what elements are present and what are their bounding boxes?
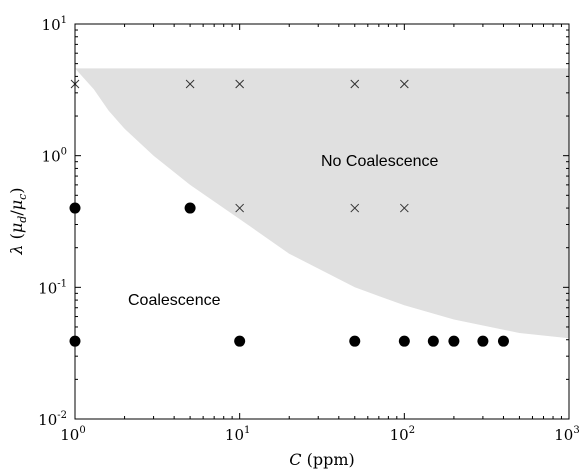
plot-frame bbox=[74, 23, 570, 420]
filled-circle-marker bbox=[349, 335, 361, 347]
no-coalescence-region bbox=[75, 68, 569, 339]
x-tick-label: 101 bbox=[225, 425, 250, 444]
y-tick-label: 101 bbox=[42, 15, 67, 34]
x-axis-label: C (ppm) bbox=[289, 450, 354, 469]
filled-circle-marker bbox=[427, 335, 439, 347]
filled-circle-marker bbox=[398, 335, 410, 347]
filled-circle-marker bbox=[234, 335, 246, 347]
region-label-no-coalescence: No Coalescence bbox=[321, 153, 439, 170]
y-tick-label: 100 bbox=[42, 147, 67, 166]
filled-circle-marker bbox=[448, 335, 460, 347]
x-marker bbox=[235, 79, 245, 89]
x-marker bbox=[350, 79, 360, 89]
y-axis-label: λ (μd/μc) bbox=[7, 187, 29, 255]
filled-circle-marker bbox=[184, 202, 196, 214]
y-tick-label: 10-1 bbox=[38, 278, 67, 297]
filled-circle-marker bbox=[497, 335, 509, 347]
x-marker bbox=[350, 203, 360, 213]
x-marker bbox=[399, 79, 409, 89]
x-tick-label: 100 bbox=[60, 425, 85, 444]
x-marker bbox=[399, 203, 409, 213]
x-marker bbox=[185, 79, 195, 89]
y-tick-label: 10-2 bbox=[38, 410, 67, 429]
region-label-coalescence: Coalescence bbox=[128, 292, 221, 309]
x-tick-label: 102 bbox=[390, 425, 415, 444]
x-marker bbox=[235, 203, 245, 213]
filled-circle-marker bbox=[477, 335, 489, 347]
x-tick-label: 103 bbox=[554, 425, 579, 444]
